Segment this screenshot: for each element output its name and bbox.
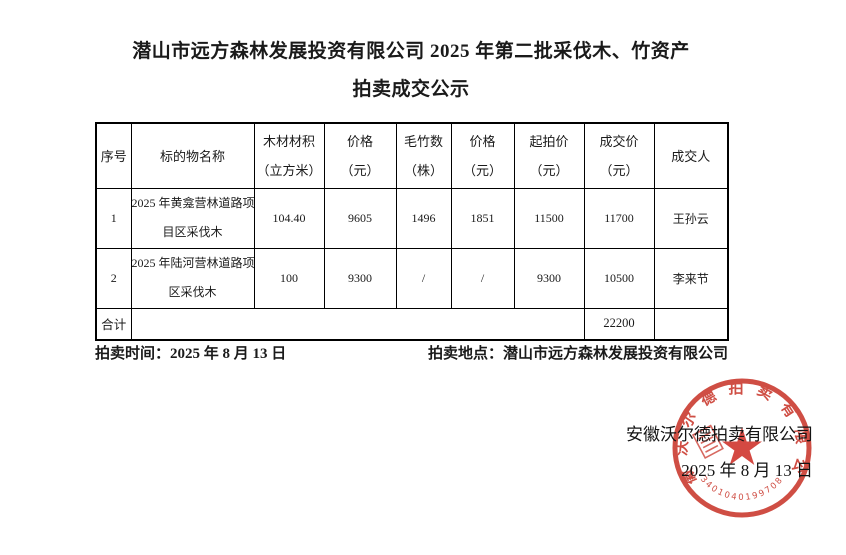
auction-table-wrap: 序号 标的物名称 木材材积 （立方米） 价格 （元） 毛竹数 （株） 价格 （元） 起拍… [95,122,729,341]
signature-block: 安徽沃尔德拍卖有限公司 2025 年 8 月 13 日 [626,417,813,489]
header-cell-price1: 价格 （元） [323,122,397,189]
total-winner-empty [653,307,729,341]
header-cell-volume: 木材材积 （立方米） [253,122,325,189]
table-row: 1 2025 年黄龛营林道路项 目区采伐木 104.40 9605 1496 1… [95,187,729,249]
cell-price1: 9300 [323,247,397,309]
title-line-2: 拍卖成交公示 [352,79,470,100]
cell-volume: 104.40 [253,187,325,249]
cell-start-price: 11500 [513,187,585,249]
cell-winner: 李来节 [653,247,729,309]
table-total-row: 合计 22200 [95,307,729,341]
auction-time: 拍卖时间：2025 年 8 月 13 日 [95,346,287,362]
header-cell-winner: 成交人 [653,122,729,189]
signature-date: 2025 年 8 月 13 日 [681,461,813,480]
cell-deal-price: 11700 [583,187,655,249]
header-cell-price2: 价格 （元） [450,122,515,189]
total-deal-price: 22200 [583,307,655,341]
cell-no: 1 [95,187,132,249]
signature-company: 安徽沃尔德拍卖有限公司 [626,425,813,444]
cell-price2: / [450,247,515,309]
cell-name: 2025 年陆河营林道路项目 区采伐木 [130,247,255,309]
seal-inner-mark [691,424,724,460]
cell-no: 2 [95,247,132,309]
auction-place: 拍卖地点：潜山市远方森林发展投资有限公司 [427,346,728,362]
header-cell-deal-price: 成交价 （元） [583,122,655,189]
total-empty-span [130,307,585,341]
document-title: 潜山市远方森林发展投资有限公司 2025 年第二批采伐木、竹资产 拍卖成交公示 [95,33,727,109]
table-header-row: 序号 标的物名称 木材材积 （立方米） 价格 （元） 毛竹数 （株） 价格 （元） 起拍… [95,122,729,189]
header-cell-no: 序号 [95,122,132,189]
cell-bamboo: 1496 [395,187,452,249]
cell-start-price: 9300 [513,247,585,309]
seal-star-icon [722,427,762,465]
title-line-1: 潜山市远方森林发展投资有限公司 2025 年第二批采伐木、竹资产 [132,41,690,62]
cell-bamboo: / [395,247,452,309]
cell-price2: 1851 [450,187,515,249]
cell-name: 2025 年黄龛营林道路项 目区采伐木 [130,187,255,249]
cell-deal-price: 10500 [583,247,655,309]
auction-meta-line: 拍卖时间：2025 年 8 月 13 日 拍卖地点：潜山市远方森林发展投资有限公… [95,342,728,363]
cell-price1: 9605 [323,187,397,249]
seal-ring [672,378,812,518]
total-label: 合计 [95,307,132,341]
table-row: 2 2025 年陆河营林道路项目 区采伐木 100 9300 / / 9300 … [95,247,729,309]
header-cell-name: 标的物名称 [130,122,255,189]
cell-volume: 100 [253,247,325,309]
header-cell-bamboo: 毛竹数 （株） [395,122,452,189]
auction-table: 序号 标的物名称 木材材积 （立方米） 价格 （元） 毛竹数 （株） 价格 （元） 起拍… [95,122,729,341]
company-seal: 安徽沃尔德拍卖有限公司 3401040199708 [667,373,812,518]
cell-winner: 王孙云 [653,187,729,249]
header-cell-start-price: 起拍价 （元） [513,122,585,189]
